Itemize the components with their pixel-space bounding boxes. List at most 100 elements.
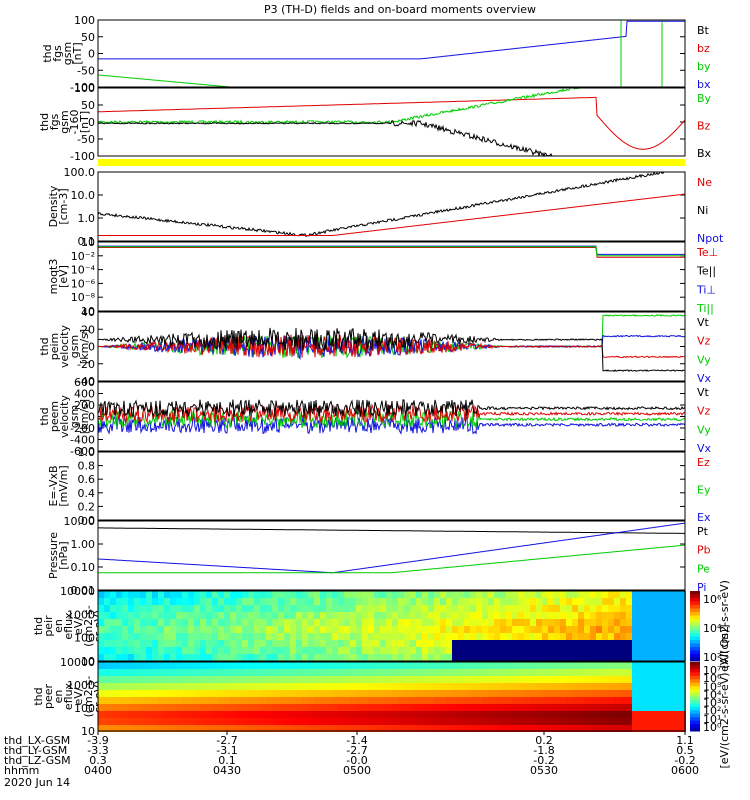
spec-cell	[350, 605, 356, 612]
spec-cell	[140, 711, 146, 718]
spec-cell	[194, 704, 200, 711]
spec-cell	[200, 711, 206, 718]
spec-cell	[392, 683, 398, 690]
spec-cell	[380, 605, 386, 612]
spec-cell	[524, 654, 530, 661]
spec-cell	[476, 633, 482, 640]
spec-cell	[536, 704, 542, 711]
spec-cell	[494, 690, 500, 697]
spec-cell	[170, 598, 176, 605]
spec-cell	[680, 683, 686, 690]
spec-cell	[446, 683, 452, 690]
spec-cell	[188, 683, 194, 690]
ytick-label: 10	[81, 305, 95, 318]
spec-cell	[152, 612, 158, 619]
spec-cell	[266, 619, 272, 626]
colorbar-cell	[690, 636, 700, 641]
legend-by: By	[697, 92, 712, 105]
spec-cell	[620, 640, 626, 647]
spec-cell	[386, 690, 392, 697]
spec-cell	[626, 662, 632, 669]
spec-cell	[680, 598, 686, 605]
spec-cell	[164, 669, 170, 676]
spec-cell	[386, 605, 392, 612]
spec-cell	[452, 676, 458, 683]
spec-cell	[650, 697, 656, 704]
spec-cell	[614, 683, 620, 690]
spec-cell	[500, 704, 506, 711]
spec-cell	[488, 605, 494, 612]
spec-cell	[308, 640, 314, 647]
spec-cell	[104, 725, 110, 732]
spec-cell	[602, 690, 608, 697]
spec-cell	[614, 598, 620, 605]
colorbar-cell	[690, 594, 700, 599]
spec-cell	[530, 605, 536, 612]
spec-cell	[284, 669, 290, 676]
spec-cell	[428, 598, 434, 605]
spec-cell	[350, 598, 356, 605]
spec-cell	[434, 704, 440, 711]
colorbar-cell	[690, 693, 700, 697]
spec-cell	[296, 647, 302, 654]
spec-cell	[518, 626, 524, 633]
spec-cell	[386, 654, 392, 661]
spec-cell	[440, 612, 446, 619]
spec-cell	[152, 690, 158, 697]
spec-cell	[314, 683, 320, 690]
spec-cell	[278, 626, 284, 633]
spec-cell	[338, 626, 344, 633]
spec-cell	[662, 647, 668, 654]
spec-cell	[542, 697, 548, 704]
spec-cell	[308, 725, 314, 732]
spec-cell	[476, 676, 482, 683]
spec-cell	[506, 662, 512, 669]
spec-cell	[212, 690, 218, 697]
spec-cell	[518, 690, 524, 697]
spec-cell	[200, 605, 206, 612]
spec-cell	[614, 718, 620, 725]
spec-cell	[434, 633, 440, 640]
spec-cell	[302, 718, 308, 725]
spec-cell	[638, 598, 644, 605]
spec-cell	[326, 612, 332, 619]
spec-cell	[458, 676, 464, 683]
spec-cell	[596, 725, 602, 732]
trace-Ni	[97, 171, 685, 238]
spec-cell	[434, 711, 440, 718]
spec-cell	[320, 654, 326, 661]
ytick-label: 1.0	[78, 446, 96, 459]
spec-cell	[644, 690, 650, 697]
spec-cell	[170, 725, 176, 732]
spec-cell	[194, 669, 200, 676]
spec-cell	[458, 711, 464, 718]
spec-cell	[278, 704, 284, 711]
spec-cell	[632, 669, 638, 676]
spec-cell	[278, 633, 284, 640]
spec-cell	[614, 626, 620, 633]
spec-cell	[368, 669, 374, 676]
colorbar-cell	[690, 665, 700, 670]
spec-cell	[98, 654, 104, 661]
spec-cell	[242, 718, 248, 725]
spec-cell	[134, 640, 140, 647]
spec-cell	[542, 654, 548, 661]
spec-cell	[194, 697, 200, 704]
spec-cell	[470, 647, 476, 654]
spec-cell	[200, 654, 206, 661]
spec-cell	[560, 669, 566, 676]
spec-cell	[338, 598, 344, 605]
spec-cell	[566, 718, 572, 725]
spec-cell	[332, 697, 338, 704]
ylabel-line: gsm	[58, 110, 71, 133]
spec-cell	[164, 676, 170, 683]
spec-cell	[248, 725, 254, 732]
spec-cell	[614, 669, 620, 676]
spec-cell	[608, 690, 614, 697]
legend-pb: Pb	[697, 544, 711, 557]
spec-cell	[242, 697, 248, 704]
spec-cell	[236, 647, 242, 654]
spec-cell	[314, 633, 320, 640]
colorbar-cell	[690, 647, 700, 651]
spec-cell	[122, 654, 128, 661]
